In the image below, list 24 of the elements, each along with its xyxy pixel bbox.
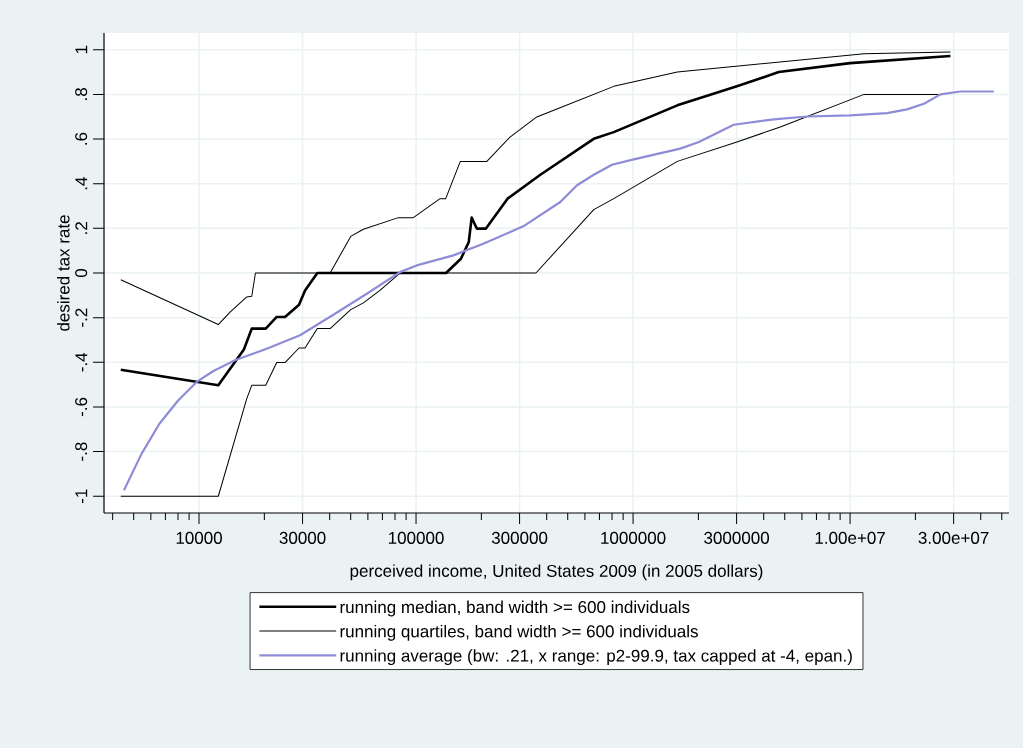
y-tick-label: .4 (75, 177, 88, 190)
x-tick-label: 3000000 (704, 531, 770, 544)
y-tick-label: -.8 (75, 442, 88, 461)
y-tick-label: 0 (75, 268, 88, 278)
legend-label: running median, band width >= 600 individuals (340, 600, 690, 617)
x-tick-label: 1.00e+07 (815, 531, 885, 544)
y-tick-label: -.4 (75, 352, 88, 372)
y-tick-label: 1 (75, 45, 88, 54)
legend-label: running average (bw: .21, x range: p2-99.9, tax capped at -4, epan.) (340, 649, 852, 666)
y-tick-label: .2 (75, 222, 88, 234)
y-tick-label: -1 (75, 489, 88, 504)
y-tick-label: -.6 (75, 397, 88, 417)
y-axis-title: desired tax rate (57, 215, 70, 331)
x-axis-title: perceived income, United States 2009 (in 2005 dollars) (350, 564, 763, 581)
x-tick-label: 3.00e+07 (918, 531, 989, 544)
legend-label: running quartiles, band width >= 600 individuals (340, 624, 698, 641)
x-tick-label: 1000000 (601, 531, 666, 544)
y-tick-label: .8 (75, 88, 88, 100)
y-tick-label: .6 (75, 132, 88, 145)
x-tick-label: 30000 (279, 531, 326, 544)
y-tick-label: -.2 (75, 308, 88, 327)
x-tick-label: 300000 (491, 531, 548, 544)
x-tick-label: 10000 (176, 531, 222, 544)
x-tick-label: 100000 (388, 531, 444, 544)
